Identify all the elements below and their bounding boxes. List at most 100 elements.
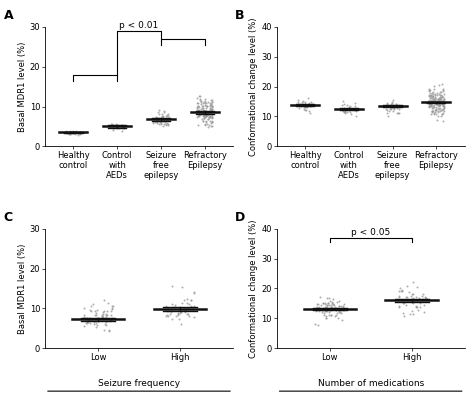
Point [394, 110, 401, 116]
Point [335, 309, 342, 315]
Point [201, 122, 209, 128]
Point [331, 305, 339, 311]
Point [416, 303, 424, 310]
Point [197, 99, 205, 105]
Point [409, 295, 416, 301]
Point [67, 130, 74, 136]
Point [202, 113, 210, 119]
Point [115, 125, 123, 131]
Point [434, 113, 442, 120]
Point [294, 101, 302, 108]
Point [108, 315, 116, 321]
Point [153, 117, 161, 123]
Point [385, 113, 392, 119]
Point [88, 316, 95, 323]
Point [430, 97, 438, 103]
Point [426, 93, 433, 99]
Point [176, 310, 184, 316]
Point [339, 97, 346, 104]
Point [172, 303, 179, 310]
Point [390, 106, 397, 112]
Point [196, 96, 203, 103]
Point [429, 98, 436, 105]
Point [199, 105, 206, 111]
Point [320, 312, 328, 318]
Point [324, 302, 331, 308]
Point [100, 308, 107, 314]
Point [82, 320, 89, 326]
Point [110, 123, 118, 129]
Point [429, 93, 437, 99]
Point [183, 310, 191, 317]
Point [152, 115, 159, 122]
Point [159, 113, 166, 120]
Point [409, 291, 416, 297]
Point [109, 123, 117, 129]
Point [389, 104, 397, 110]
Point [66, 128, 73, 134]
Y-axis label: Basal MDR1 level (%): Basal MDR1 level (%) [18, 42, 27, 132]
Point [331, 313, 339, 319]
Point [298, 103, 305, 109]
Point [207, 120, 215, 126]
Point [403, 294, 410, 301]
Point [437, 96, 444, 102]
Text: C: C [4, 211, 13, 224]
Point [109, 303, 116, 309]
Point [305, 100, 313, 107]
Point [177, 321, 185, 327]
Point [94, 318, 102, 324]
Point [164, 308, 171, 314]
Point [408, 308, 416, 314]
Point [430, 97, 438, 103]
Point [102, 321, 109, 327]
Point [436, 97, 443, 104]
Point [299, 101, 307, 108]
Point [193, 100, 201, 106]
Point [178, 300, 186, 306]
Point [328, 304, 336, 310]
Point [74, 129, 82, 136]
Point [434, 97, 442, 103]
Point [301, 103, 309, 110]
Point [437, 96, 445, 102]
Point [66, 131, 74, 137]
Point [433, 101, 441, 107]
Point [169, 283, 176, 289]
Point [149, 118, 157, 124]
Point [325, 295, 333, 301]
Point [165, 113, 172, 120]
Point [307, 99, 315, 105]
Point [154, 109, 162, 116]
Text: p < 0.01: p < 0.01 [119, 21, 158, 30]
Point [398, 287, 406, 293]
Point [395, 303, 403, 310]
Point [202, 118, 210, 125]
Point [183, 306, 191, 312]
Point [432, 101, 440, 107]
Point [430, 95, 438, 102]
Point [205, 108, 213, 114]
Point [204, 124, 211, 130]
Point [153, 114, 160, 121]
Point [431, 107, 439, 113]
Point [400, 299, 407, 306]
Point [425, 88, 433, 94]
Point [102, 319, 110, 325]
Point [340, 307, 348, 313]
Point [205, 122, 213, 128]
Point [209, 114, 216, 120]
Point [438, 101, 446, 108]
Point [437, 89, 444, 95]
Point [203, 118, 210, 125]
Point [343, 109, 351, 115]
Point [80, 305, 88, 311]
Point [431, 94, 438, 100]
Point [105, 327, 113, 333]
Point [165, 117, 172, 124]
Point [193, 107, 201, 113]
Point [427, 111, 435, 117]
Point [67, 129, 74, 136]
Point [418, 293, 425, 299]
Point [165, 116, 172, 122]
